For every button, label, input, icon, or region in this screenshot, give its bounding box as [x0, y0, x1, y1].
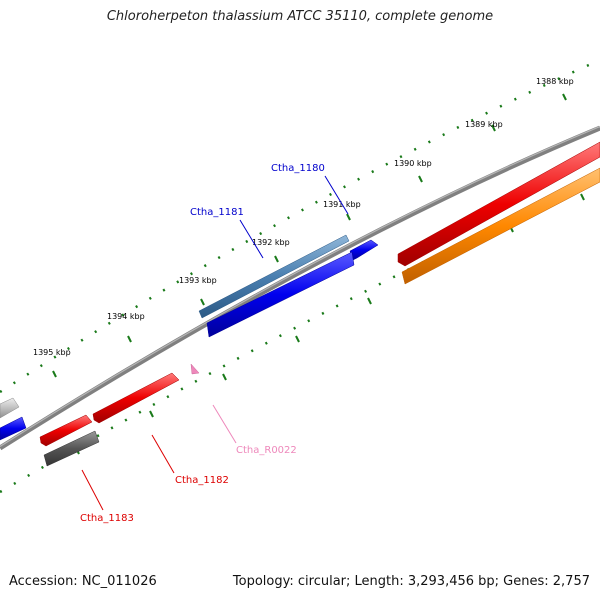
gene-label-ctha-1180[interactable]: Ctha_1180 — [271, 163, 325, 174]
genome-backbone-highlight — [0, 125, 600, 448]
gene-label-ctha-r0022[interactable]: Ctha_R0022 — [236, 445, 297, 456]
scale-label: 1388 kbp — [536, 77, 574, 86]
gene-label-ctha-1183[interactable]: Ctha_1183 — [80, 513, 134, 524]
leader-ctha-1183 — [81, 469, 104, 511]
scale-label: 1390 kbp — [394, 159, 432, 168]
inner-major-ticks — [75, 193, 585, 455]
leader-ctha-1180 — [324, 175, 349, 215]
scale-label: 1393 kbp — [179, 276, 217, 285]
leader-ctha-1181 — [239, 219, 264, 259]
gene-label-ctha-1182[interactable]: Ctha_1182 — [175, 475, 229, 486]
gene-red-large-forward[interactable] — [397, 141, 600, 267]
accession-text: Accession: NC_011026 — [9, 574, 157, 589]
leader-ctha-r0022 — [212, 404, 237, 444]
gene-blue-reverse[interactable] — [206, 251, 355, 338]
scale-label: 1389 kbp — [465, 120, 503, 129]
gene-red-small-forward[interactable] — [39, 414, 93, 447]
gene-red-ctha-1182[interactable] — [92, 372, 180, 424]
genome-stats-text: Topology: circular; Length: 3,293,456 bp… — [232, 574, 590, 589]
rna-ctha-r0022[interactable] — [190, 363, 200, 375]
outer-major-ticks — [52, 93, 567, 378]
gene-label-ctha-1181[interactable]: Ctha_1181 — [190, 207, 244, 218]
scale-label: 1394 kbp — [107, 312, 145, 321]
map-title: Chloroherpeton thalassium ATCC 35110, co… — [106, 9, 494, 24]
genome-backbone — [0, 125, 600, 451]
leader-ctha-1182 — [151, 434, 175, 474]
gene-blue-edge-reverse[interactable] — [0, 416, 27, 441]
gene-orange-reverse[interactable] — [401, 167, 600, 285]
gene-gray-ctha-1183[interactable] — [43, 430, 100, 467]
scale-label: 1392 kbp — [252, 238, 290, 247]
gene-lightgray-edge[interactable] — [0, 397, 20, 419]
scale-label: 1395 kbp — [33, 348, 71, 357]
gene-steelblue-ctha-1181[interactable] — [198, 234, 350, 319]
